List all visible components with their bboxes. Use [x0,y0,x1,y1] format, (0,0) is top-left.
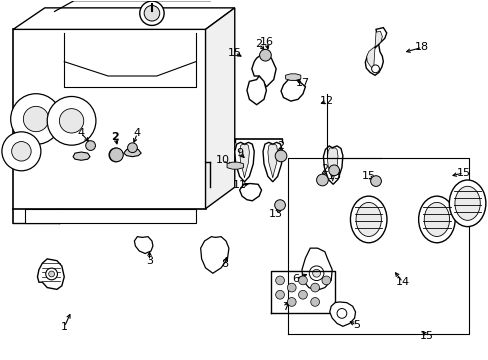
Circle shape [287,283,296,292]
Circle shape [275,150,286,162]
Polygon shape [263,142,282,182]
Text: 13: 13 [268,209,283,219]
Circle shape [310,298,319,306]
Circle shape [328,165,339,176]
Polygon shape [365,28,386,75]
Polygon shape [205,8,234,209]
Text: 8: 8 [221,259,228,269]
Circle shape [298,291,307,299]
Text: 18: 18 [414,42,428,52]
Circle shape [85,141,95,150]
Circle shape [109,148,123,162]
Circle shape [274,200,285,211]
Circle shape [336,309,346,318]
Polygon shape [323,146,342,184]
Ellipse shape [355,202,381,237]
Text: 11: 11 [232,180,246,190]
Circle shape [12,141,31,161]
Polygon shape [285,74,300,80]
Polygon shape [326,148,337,181]
Text: 10: 10 [215,155,229,165]
Circle shape [370,176,381,186]
Text: 16: 16 [259,37,273,47]
Polygon shape [302,248,331,291]
Ellipse shape [350,196,386,243]
Circle shape [59,109,83,133]
Circle shape [259,49,271,61]
Circle shape [11,94,61,144]
Circle shape [47,96,96,145]
Text: 13: 13 [327,171,341,181]
Circle shape [287,298,296,306]
Text: 4: 4 [78,129,85,138]
Polygon shape [329,302,355,326]
Circle shape [275,276,284,285]
Text: 2: 2 [255,39,262,49]
Text: 9: 9 [236,148,243,158]
Circle shape [144,5,160,21]
Circle shape [140,1,164,26]
Text: 6: 6 [291,274,299,284]
Circle shape [49,271,55,277]
Text: 3: 3 [146,256,153,266]
Circle shape [312,269,320,277]
Text: 15: 15 [456,168,470,178]
Polygon shape [226,162,243,169]
Circle shape [46,268,57,280]
Circle shape [298,276,307,285]
Text: 2: 2 [111,132,119,142]
Polygon shape [123,148,141,157]
Polygon shape [267,144,277,178]
Text: 7: 7 [282,302,289,312]
Polygon shape [246,76,266,105]
Text: 14: 14 [395,277,409,287]
Polygon shape [134,237,153,253]
Circle shape [23,106,49,132]
Ellipse shape [448,180,485,226]
Polygon shape [13,8,234,30]
Text: 1: 1 [61,322,68,332]
Text: 15: 15 [419,331,433,341]
Polygon shape [234,142,254,182]
Polygon shape [239,144,249,178]
Polygon shape [239,184,261,201]
Polygon shape [38,259,64,289]
Circle shape [371,65,379,73]
Text: 15: 15 [361,171,375,181]
Text: 17: 17 [295,78,309,88]
Polygon shape [25,209,195,223]
Circle shape [127,143,137,153]
Polygon shape [73,152,90,160]
Text: 4: 4 [134,129,141,138]
Circle shape [275,291,284,299]
Polygon shape [13,30,205,209]
Text: 5: 5 [352,320,359,330]
Circle shape [308,266,323,280]
Text: 2: 2 [277,141,284,151]
Ellipse shape [454,186,479,220]
Circle shape [2,132,41,171]
Polygon shape [281,80,305,101]
Circle shape [109,148,122,162]
Polygon shape [251,54,276,87]
Polygon shape [366,31,382,69]
Circle shape [321,276,330,285]
Text: 15: 15 [227,48,241,58]
Text: 2: 2 [321,164,328,174]
Polygon shape [200,237,228,273]
Ellipse shape [424,202,448,237]
Text: 12: 12 [320,96,334,106]
Ellipse shape [418,196,454,243]
Circle shape [310,283,319,292]
Circle shape [316,174,327,186]
